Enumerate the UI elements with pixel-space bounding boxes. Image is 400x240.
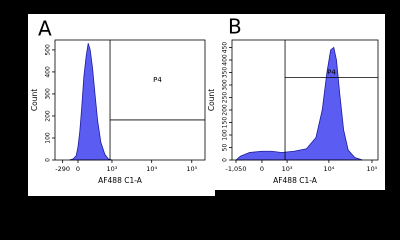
- panel-b: [215, 14, 385, 190]
- x-tick-label: 10⁵: [186, 165, 197, 173]
- plot-frame: [54, 39, 206, 161]
- y-axis-label: Count: [207, 89, 216, 111]
- plot-frame: [231, 39, 379, 161]
- y-tick-label: 400: [222, 54, 229, 66]
- y-tick-label: 200: [45, 110, 52, 122]
- x-tick-label: 10⁴: [146, 165, 157, 173]
- y-tick-label: 0: [222, 158, 229, 162]
- histogram: [234, 46, 363, 161]
- panel-label: A: [38, 17, 52, 41]
- x-tick-label: 10⁴: [323, 165, 334, 173]
- y-tick-label: 300: [45, 88, 52, 100]
- corner-mark: [385, 14, 397, 26]
- y-tick-label: 200: [222, 104, 229, 116]
- y-tick-label: 500: [45, 44, 52, 56]
- gate-label: P4: [153, 76, 162, 84]
- y-tick-label: 150: [222, 117, 229, 129]
- y-tick-label: 300: [222, 79, 229, 91]
- y-axis-label: Count: [30, 89, 39, 111]
- y-tick-label: 250: [222, 92, 229, 104]
- y-tick-label: 0: [45, 158, 52, 162]
- y-tick-label: 50: [222, 144, 229, 152]
- x-tick-label: 0: [260, 165, 264, 173]
- x-tick-label: 10³: [107, 165, 118, 173]
- x-axis-label: AF488 C1-A: [273, 176, 318, 185]
- y-tick-label: 350: [222, 67, 229, 79]
- y-tick-label: 400: [45, 66, 52, 78]
- y-tick-label: 100: [44, 132, 51, 144]
- panel-label: B: [228, 15, 242, 39]
- y-tick-label: 450: [222, 42, 229, 54]
- panel-a: [28, 14, 215, 196]
- x-tick-label: -290: [55, 165, 70, 173]
- gate-label: P4: [327, 69, 336, 77]
- x-tick-label: 0: [76, 165, 80, 173]
- histogram: [69, 43, 113, 161]
- x-tick-label: 10³: [282, 165, 293, 173]
- x-axis-label: AF488 C1-A: [98, 176, 143, 185]
- y-tick-label: 100: [222, 129, 229, 141]
- x-tick-label: -1,050: [226, 165, 247, 173]
- x-tick-label: 10⁵: [367, 165, 378, 173]
